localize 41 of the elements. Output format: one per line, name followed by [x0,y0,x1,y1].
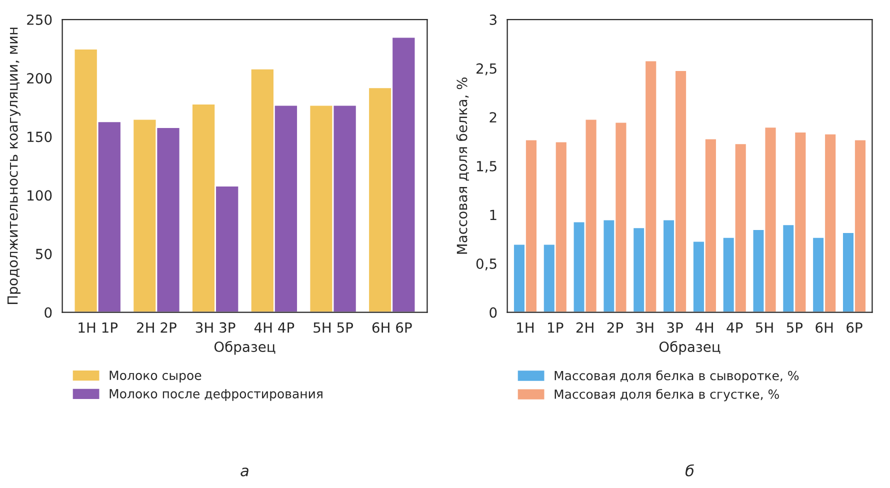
x-tick-label: 6Р [846,322,862,333]
x-tick-label: 2Н [576,322,594,333]
x-tick-label: 6Н [816,322,833,333]
legend-label: Молоко сырое [110,370,202,383]
legend-label: Массовая доля белка в сыворотке, % [554,370,799,383]
x-tick-label: 3Н [636,322,654,333]
y-tick-label: 2,5 [476,63,496,76]
x-axis-title: Образец [659,341,720,355]
x-tick-label: 1Н [517,322,534,333]
x-tick-label: 6Н 6Р [372,322,412,333]
y-axis-title: Продолжительность коагуляции, мин [7,28,21,304]
x-tick-label: 5Р [786,322,803,333]
y-tick-label: 250 [27,14,52,25]
x-tick-label: 4Н [696,322,713,333]
x-tick-label: 5Н [756,322,773,333]
x-tick-label: 1Н 1Р [78,322,118,333]
x-tick-label: 2Н 2Р [137,322,176,333]
x-tick-label: 2Р [607,322,624,333]
y-tick-label: 100 [28,190,52,201]
y-tick-label: 3 [490,14,496,25]
y-tick-label: 1,5 [477,161,496,173]
y-axis-title: Массовая доля белка, % [456,77,469,254]
y-tick-label: 2 [490,112,496,122]
y-tick-label: 1 [490,210,496,220]
x-tick-label: 4Р [726,322,743,333]
x-tick-label: 1Р [548,322,564,333]
y-tick-label: 200 [27,73,52,84]
y-tick-label: 0 [490,307,497,318]
legend-label: Массовая доля белка в сгустке, % [554,388,779,402]
x-tick-label: 4Н 4Р [254,322,294,333]
text: б [686,464,694,476]
x-tick-label: 3Р [667,322,683,333]
legend-label: Молоко после дефростирования [110,389,322,401]
y-tick-label: 50 [36,248,52,260]
x-axis-title: Образец [214,341,276,355]
x-tick-label: 3Н 3Р [196,322,236,333]
y-tick-label: 0 [44,307,52,318]
y-tick-label: 150 [28,132,52,142]
text: а [240,468,248,476]
x-tick-label: 5Н 5Р [314,322,354,333]
y-tick-label: 0,5 [476,258,496,270]
